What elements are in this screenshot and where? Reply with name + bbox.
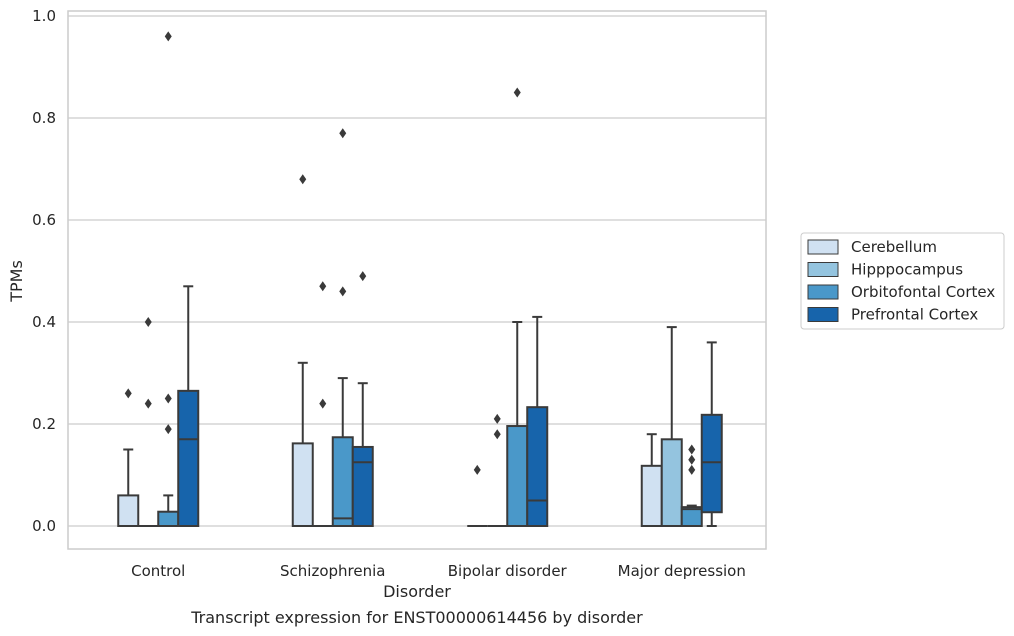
box-cerebellum bbox=[291, 174, 314, 528]
x-tick-label: Schizophrenia bbox=[280, 562, 385, 580]
box-body bbox=[177, 389, 200, 527]
outlier-point bbox=[124, 388, 132, 399]
legend-label: Prefrontal Cortex bbox=[851, 306, 978, 324]
outlier-point bbox=[359, 271, 367, 282]
x-tick-label: Bipolar disorder bbox=[448, 562, 568, 580]
box-hipppocampus bbox=[660, 326, 683, 527]
outlier-point bbox=[319, 281, 327, 292]
box-hipppocampus bbox=[487, 413, 508, 527]
box-orbitofontal-cortex bbox=[157, 31, 180, 528]
outlier-point bbox=[164, 393, 172, 404]
box-body bbox=[640, 464, 663, 528]
x-axis-ticks: Control Schizophrenia Bipolar disorder Majo… bbox=[131, 562, 746, 580]
outlier-point bbox=[493, 429, 501, 440]
legend-swatch bbox=[807, 284, 839, 300]
box-cerebellum bbox=[467, 464, 488, 527]
box-hipppocampus bbox=[138, 317, 159, 527]
box-body bbox=[506, 425, 529, 528]
legend-swatch bbox=[807, 239, 839, 255]
outlier-point bbox=[688, 454, 696, 465]
box-body bbox=[700, 413, 723, 514]
y-tick-label: 1.0 bbox=[32, 7, 56, 25]
box-body bbox=[526, 406, 549, 528]
plot-area-frame bbox=[67, 10, 767, 550]
x-tick-label: Control bbox=[131, 562, 185, 580]
x-axis-title: Disorder bbox=[383, 582, 451, 601]
outlier-point bbox=[688, 444, 696, 455]
box-body bbox=[680, 506, 703, 528]
box-body bbox=[291, 442, 314, 528]
box-hipppocampus bbox=[312, 281, 333, 527]
box-cerebellum bbox=[640, 433, 663, 528]
box-body bbox=[351, 445, 374, 528]
outlier-point bbox=[319, 398, 327, 409]
box-prefrontal-cortex bbox=[700, 341, 723, 527]
legend-frame bbox=[800, 232, 1005, 330]
y-tick-label: 0.8 bbox=[32, 109, 56, 127]
y-tick-label: 0.2 bbox=[32, 415, 56, 433]
outlier-point bbox=[473, 464, 481, 475]
y-tick-label: 0.6 bbox=[32, 211, 56, 229]
outlier-point bbox=[164, 424, 172, 435]
outlier-point bbox=[339, 286, 347, 297]
box-body bbox=[117, 494, 140, 527]
box-body bbox=[331, 436, 354, 528]
outlier-point bbox=[299, 174, 307, 185]
legend-label: Cerebellum bbox=[851, 238, 937, 256]
box-prefrontal-cortex bbox=[526, 315, 549, 528]
legend-swatch bbox=[807, 262, 839, 277]
legend-label: Hipppocampus bbox=[851, 261, 963, 279]
y-axis-ticks: 0.0 0.2 0.4 0.6 0.8 1.0 bbox=[32, 7, 56, 535]
y-tick-label: 0.0 bbox=[32, 517, 56, 535]
box-prefrontal-cortex bbox=[351, 271, 374, 528]
box-orbitofontal-cortex bbox=[331, 128, 354, 528]
y-axis-title: TPMs bbox=[7, 260, 26, 303]
outlier-point bbox=[339, 128, 347, 139]
legend-label: Orbitofontal Cortex bbox=[851, 283, 995, 301]
box-orbitofontal-cortex bbox=[506, 87, 529, 528]
outlier-point bbox=[164, 31, 172, 42]
box-orbitofontal-cortex bbox=[680, 444, 703, 528]
x-tick-label: Major depression bbox=[618, 562, 746, 580]
chart-caption: Transcript expression for ENST0000061445… bbox=[190, 608, 643, 627]
outlier-point bbox=[513, 87, 521, 98]
outlier-point bbox=[688, 464, 696, 475]
outlier-point bbox=[493, 413, 501, 424]
box-cerebellum bbox=[117, 388, 140, 527]
box-prefrontal-cortex bbox=[177, 285, 200, 527]
legend: Cerebellum Hipppocampus Orbitofontal Corte… bbox=[800, 232, 1005, 330]
y-tick-label: 0.4 bbox=[32, 313, 56, 331]
box-body bbox=[157, 510, 180, 528]
outlier-point bbox=[144, 317, 152, 327]
legend-swatch bbox=[807, 307, 839, 322]
box-body bbox=[660, 438, 683, 527]
box-series bbox=[117, 31, 723, 528]
outlier-point bbox=[144, 398, 152, 409]
